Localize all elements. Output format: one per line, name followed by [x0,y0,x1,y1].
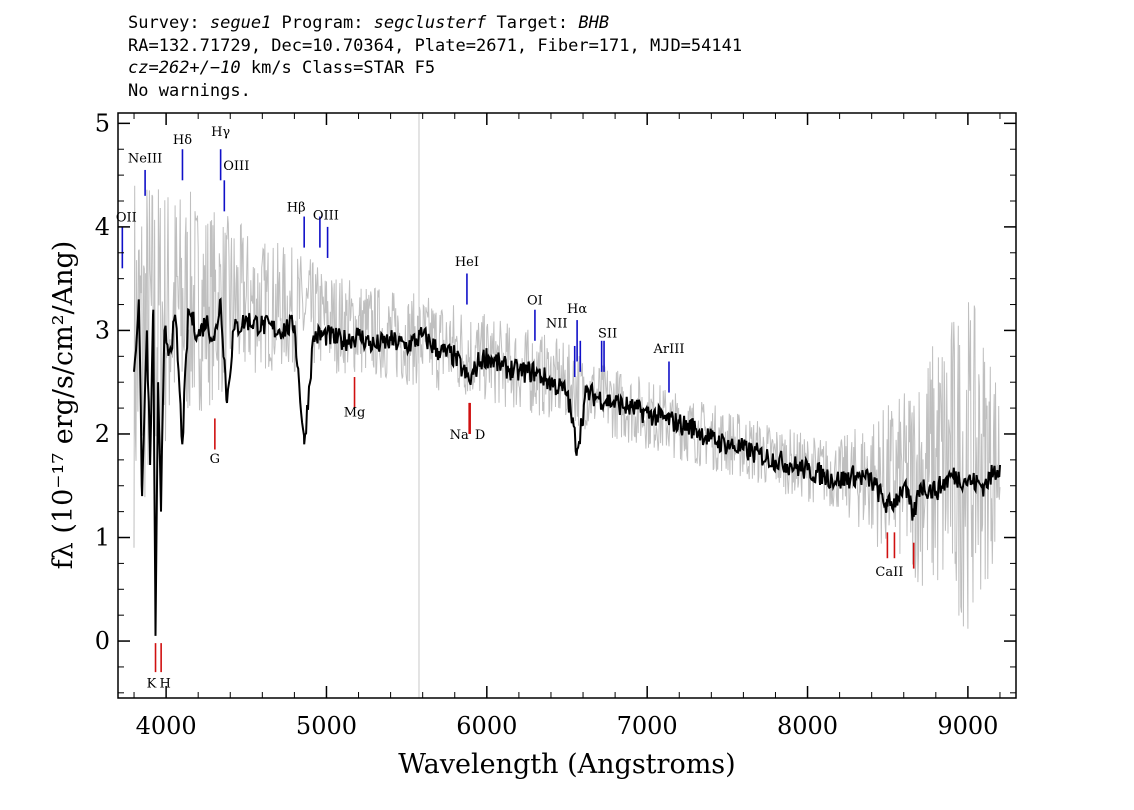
y-axis-ticks: 0 1 2 3 4 5 [95,109,1016,694]
target-label: Target: [486,13,579,33]
x-tick-label-4: 8000 [777,712,838,740]
absorption-line-label-0: K [147,677,157,692]
absorption-line-label-1: H [159,677,170,692]
redshift-class: km/s Class=STAR F5 [240,58,436,78]
absorption-line-label-2: G [210,452,220,467]
target-value: BHB [578,13,610,33]
absorption-line-label-5: D [475,428,485,443]
emission-line-label-3: Hγ [211,125,230,140]
x-tick-label-3: 7000 [617,712,678,740]
spectrum-header: Survey: segue1 Program: segclusterf Targ… [128,12,742,102]
y-tick-label-4: 4 [95,213,110,241]
y-tick-label-0: 0 [95,627,110,655]
program-value: segclusterf [373,13,487,33]
emission-line-label-10: NII [546,316,568,331]
absorption-line-label-4: Na [450,428,469,443]
survey-value: segue1 [209,13,272,33]
y-axis-title: fλ (10⁻¹⁷ erg/s/cm²/Ang) [48,241,79,570]
emission-line-label-4: OIII [223,159,249,174]
x-tick-label-0: 4000 [136,712,197,740]
error-envelope [133,185,1001,629]
redshift-value: cz=262+/−10 [128,58,241,78]
emission-line-label-15: ArIII [652,342,684,357]
absorption-line-label-3: Mg [344,405,366,420]
y-tick-label-5: 5 [95,109,110,137]
emission-line-label-8: HeI [455,255,479,270]
header-line-warnings: No warnings. [128,80,251,101]
emission-line-label-13: SII [598,327,617,342]
emission-line-label-1: NeIII [128,152,162,167]
header-line-coordinates: RA=132.71729, Dec=10.70364, Plate=2671, … [128,35,743,56]
plot-frame [117,112,1017,699]
absorption-line-label-6: CaII [875,565,903,580]
program-label: Program: [271,13,374,33]
header-line-redshift: cz=262+/−10 km/s Class=STAR F5 [128,57,742,80]
header-line-survey: Survey: segue1 Program: segclusterf Targ… [128,12,742,35]
flux-line [133,297,1001,636]
flux-layer [133,297,1001,636]
emission-line-label-5: Hβ [287,200,306,215]
emission-line-label-9: OI [527,294,543,309]
y-tick-label-1: 1 [95,524,110,552]
y-tick-label-2: 2 [95,420,110,448]
x-tick-label-5: 9000 [937,712,998,740]
x-tick-label-2: 6000 [456,712,517,740]
emission-line-label-11: Hα [567,302,587,317]
survey-label: Survey: [128,13,210,33]
emission-line-label-6: OIII [313,209,339,224]
x-axis-ticks: 4000 5000 6000 7000 8000 9000 [133,113,1001,740]
noise-layer [133,185,1001,629]
emission-line-label-2: Hδ [173,133,192,148]
x-tick-label-1: 5000 [296,712,357,740]
emission-line-label-0: OII [116,211,137,226]
x-axis-title: Wavelength (Angstroms) [398,749,735,780]
y-tick-label-3: 3 [95,316,110,344]
